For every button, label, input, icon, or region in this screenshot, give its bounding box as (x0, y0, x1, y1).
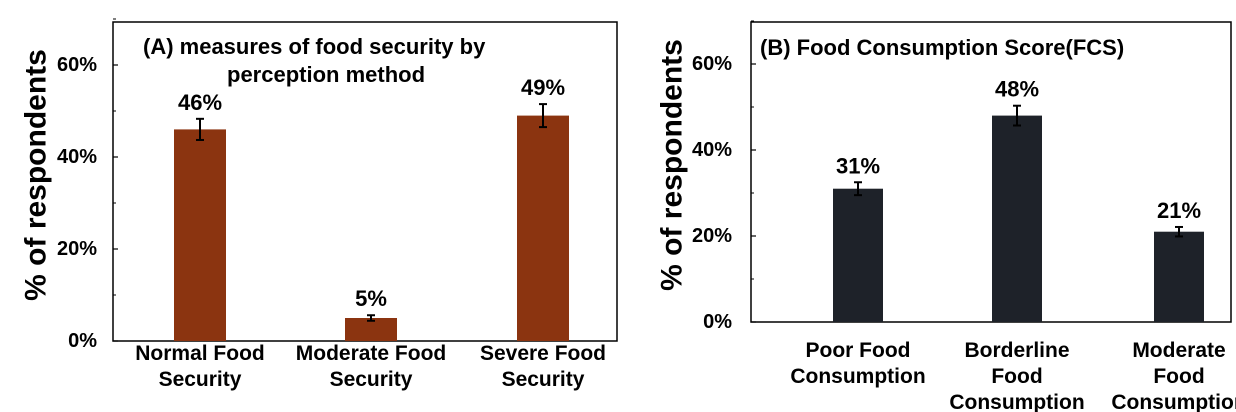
x-category-label-line: Food (1153, 365, 1204, 388)
bar-b-1 (833, 188, 883, 322)
bar-a-3 (517, 115, 569, 341)
x-category-label-line: Poor Food (806, 339, 911, 362)
y-tick-label: 0% (703, 311, 732, 333)
data-label: 5% (355, 286, 387, 311)
x-category-label-line: Borderline (964, 339, 1069, 362)
chart-panel-b: % of respondents 0% 20% 40% 60% 31% Poor Food C… (656, 20, 1236, 412)
x-category-label-line: Moderate (1132, 339, 1225, 362)
x-category-label-line: Consumption (949, 391, 1084, 412)
chart-title: (B) Food Consumption Score(FCS) (760, 35, 1124, 60)
x-category-label-line: Security (502, 368, 585, 391)
plot-frame (750, 21, 1232, 323)
y-tick-label: 60% (57, 54, 97, 76)
bar-a-1 (174, 129, 226, 341)
bar-b-2 (992, 115, 1042, 322)
chart-title: (A) measures of food security by percepti… (143, 34, 486, 87)
chart-title-line: (B) Food Consumption Score(FCS) (760, 35, 1124, 60)
x-category-label-line: Consumption (790, 365, 925, 388)
bar-a-2 (345, 318, 397, 341)
chart-title-line: (A) measures of food security by (143, 34, 486, 59)
data-label: 46% (178, 90, 222, 115)
x-category-label: Moderate Food Security (296, 342, 447, 391)
x-category-label-line: Security (330, 368, 413, 391)
x-category-label: Moderate Food Consumption (1111, 339, 1236, 412)
y-tick-label: 20% (692, 225, 732, 247)
y-tick-label: 40% (57, 146, 97, 168)
y-tick-label: 40% (692, 139, 732, 161)
y-tick-label: 20% (57, 238, 97, 260)
chart-panel-a: % of respondents 0% 20% 40% 60% 46% Normal Foo… (20, 18, 618, 391)
x-category-label: Severe Food Security (480, 342, 606, 391)
x-category-label-line: Food (991, 365, 1042, 388)
x-category-label: Poor Food Consumption (790, 339, 925, 388)
x-category-label: Borderline Food Consumption (949, 339, 1084, 412)
x-category-label-line: Severe Food (480, 342, 606, 365)
bar-b-3 (1154, 231, 1204, 322)
chart-title-line: perception method (227, 62, 425, 87)
y-axis-title: % of respondents (656, 39, 689, 291)
y-tick-label: 60% (692, 53, 732, 75)
x-category-label: Normal Food Security (135, 342, 265, 391)
x-category-label-line: Security (159, 368, 242, 391)
y-axis-title: % of respondents (20, 49, 53, 301)
data-label: 21% (1157, 198, 1201, 223)
data-label: 49% (521, 75, 565, 100)
x-category-label-line: Consumption (1111, 391, 1236, 412)
data-label: 31% (836, 153, 880, 178)
y-tick-label: 0% (68, 330, 97, 352)
x-category-label-line: Normal Food (135, 342, 265, 365)
data-label: 48% (995, 77, 1039, 102)
x-category-label-line: Moderate Food (296, 342, 447, 365)
